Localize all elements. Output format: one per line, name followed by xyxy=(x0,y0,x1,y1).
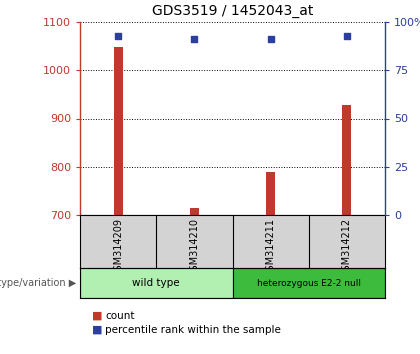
Text: ■: ■ xyxy=(92,311,103,321)
Bar xyxy=(190,208,199,215)
Text: count: count xyxy=(105,311,134,321)
Point xyxy=(115,33,121,38)
Point xyxy=(191,36,198,42)
Point xyxy=(267,36,274,42)
Point xyxy=(344,33,350,38)
Text: wild type: wild type xyxy=(132,278,180,288)
Text: percentile rank within the sample: percentile rank within the sample xyxy=(105,325,281,335)
Bar xyxy=(342,105,352,215)
Bar xyxy=(80,268,233,298)
Text: GSM314210: GSM314210 xyxy=(189,218,200,276)
Text: GSM314212: GSM314212 xyxy=(342,218,352,277)
Text: ■: ■ xyxy=(92,325,103,335)
Title: GDS3519 / 1452043_at: GDS3519 / 1452043_at xyxy=(152,4,313,18)
Bar xyxy=(113,47,123,215)
Bar xyxy=(266,172,275,215)
Text: GSM314209: GSM314209 xyxy=(113,218,123,276)
Bar xyxy=(233,268,385,298)
Text: GSM314211: GSM314211 xyxy=(265,218,276,276)
Text: heterozygous E2-2 null: heterozygous E2-2 null xyxy=(257,279,361,287)
Text: genotype/variation ▶: genotype/variation ▶ xyxy=(0,278,76,288)
